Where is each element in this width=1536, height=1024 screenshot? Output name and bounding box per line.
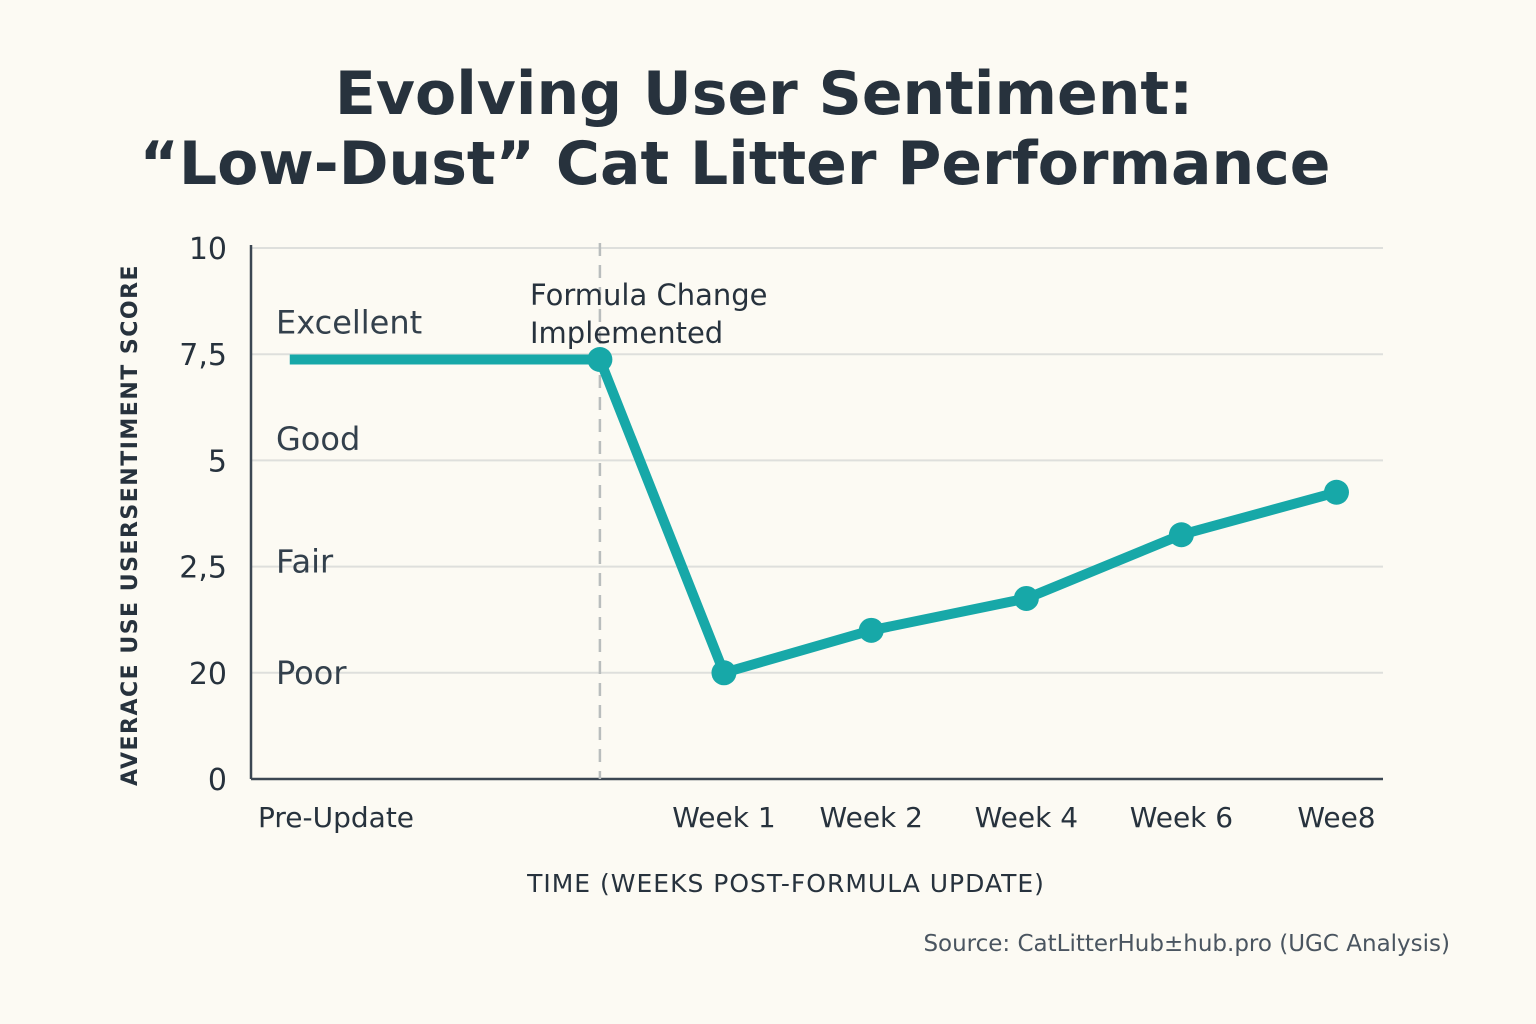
gridlines <box>251 247 1383 674</box>
x-tick-label: Week 4 <box>975 801 1078 834</box>
x-axis-label: TIME (WEEKS POST-FORMULA UPDATE) <box>526 869 1045 898</box>
band-label-excellent: Excellent <box>276 303 422 341</box>
y-tick-label: 7,5 <box>179 338 227 373</box>
x-tick-labels: Pre-Update Week 1 Week 2 Week 4 Week 6 Wee8 <box>258 801 1376 834</box>
x-tick-label: Week 2 <box>820 801 923 834</box>
y-tick-label: 2,5 <box>179 551 227 586</box>
data-point <box>1323 479 1349 505</box>
x-tick-label: Wee8 <box>1297 801 1375 834</box>
data-point <box>1013 585 1039 611</box>
data-point <box>858 617 884 643</box>
annotation-line-1: Formula Change <box>530 278 768 312</box>
y-tick-label: 20 <box>189 657 227 692</box>
sentiment-band-labels: Excellent Good Fair Poor <box>276 303 422 691</box>
band-label-fair: Fair <box>276 542 334 580</box>
y-tick-label: 5 <box>208 444 227 479</box>
data-point <box>711 660 737 686</box>
data-point <box>587 347 613 373</box>
sentiment-series-line <box>289 354 1338 678</box>
x-tick-label: Week 1 <box>672 801 775 834</box>
y-tick-label: 0 <box>208 763 227 798</box>
y-axis-label: AVERACE USE USERSENTIMENT SCORE <box>118 264 143 786</box>
chart-title-line-2: “Low-Dust” Cat Litter Performance <box>139 129 1331 199</box>
annotation-line-2: Implemented <box>530 316 723 350</box>
source-note: Source: CatLitterHub±hub.pro (UGC Analys… <box>923 931 1450 957</box>
data-point <box>1168 522 1194 548</box>
y-tick-labels: 0 20 2,5 5 7,5 10 <box>179 232 227 798</box>
x-tick-label: Pre-Update <box>258 801 414 834</box>
x-tick-label: Week 6 <box>1130 801 1233 834</box>
band-label-poor: Poor <box>276 654 347 692</box>
y-tick-label: 10 <box>189 232 227 267</box>
chart-title-line-1: Evolving User Sentiment: <box>334 59 1194 129</box>
band-label-good: Good <box>276 420 360 458</box>
data-points <box>587 347 1349 686</box>
